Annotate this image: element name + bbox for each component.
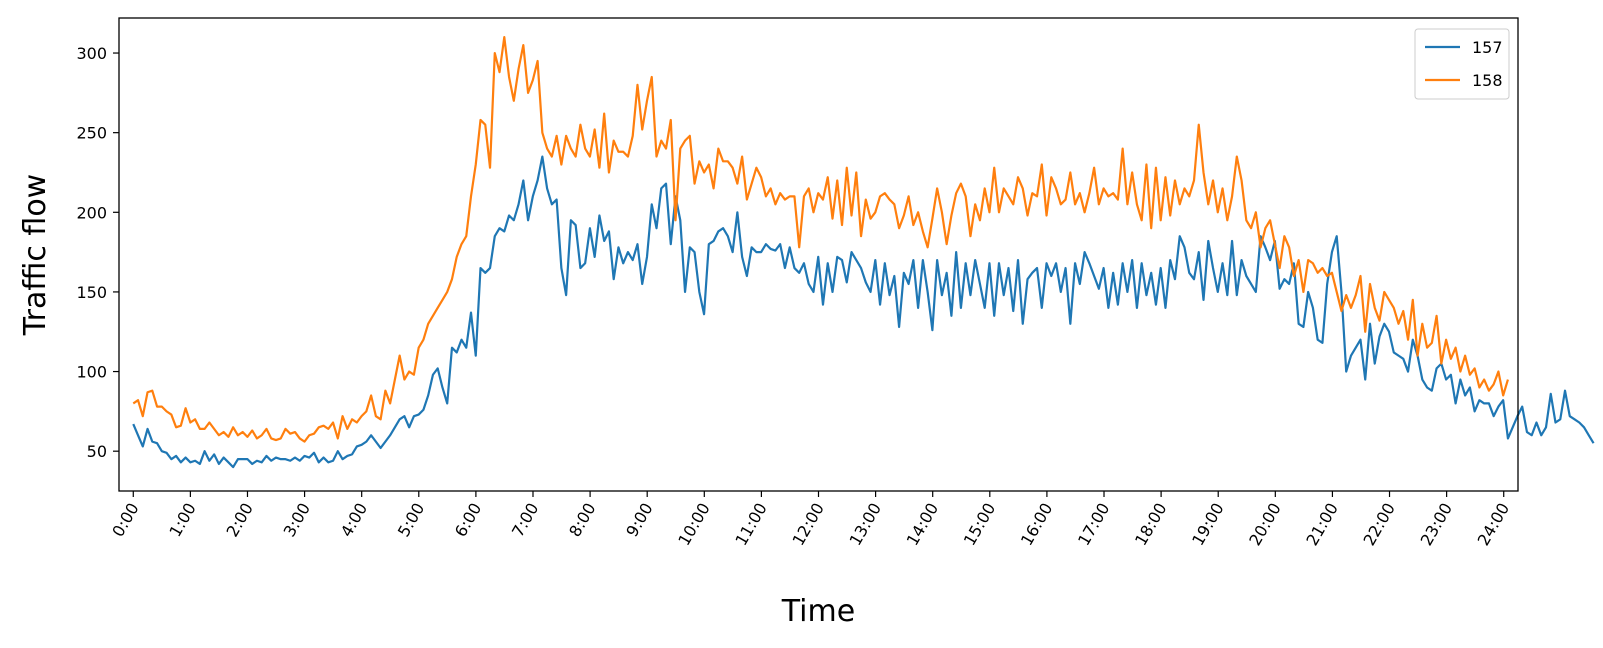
series-layer (132, 36, 1595, 469)
y-tick-label: 300 (76, 44, 107, 63)
series-line-157 (132, 155, 1595, 469)
x-axis-title: Time (781, 594, 855, 629)
legend-label-158: 158 (1472, 71, 1503, 90)
y-tick-label: 250 (76, 124, 107, 143)
legend-label-157: 157 (1472, 38, 1503, 57)
y-tick-label: 50 (87, 442, 107, 461)
series-line-158 (132, 36, 1509, 443)
y-tick-label: 150 (76, 283, 107, 302)
legend: 157 158 (1414, 28, 1510, 100)
y-axis-ticks: 50 100 150 200 250 300 (76, 44, 119, 461)
y-tick-label: 100 (76, 363, 107, 382)
y-axis-title: Traffic flow (18, 174, 53, 336)
y-tick-label: 200 (76, 203, 107, 222)
